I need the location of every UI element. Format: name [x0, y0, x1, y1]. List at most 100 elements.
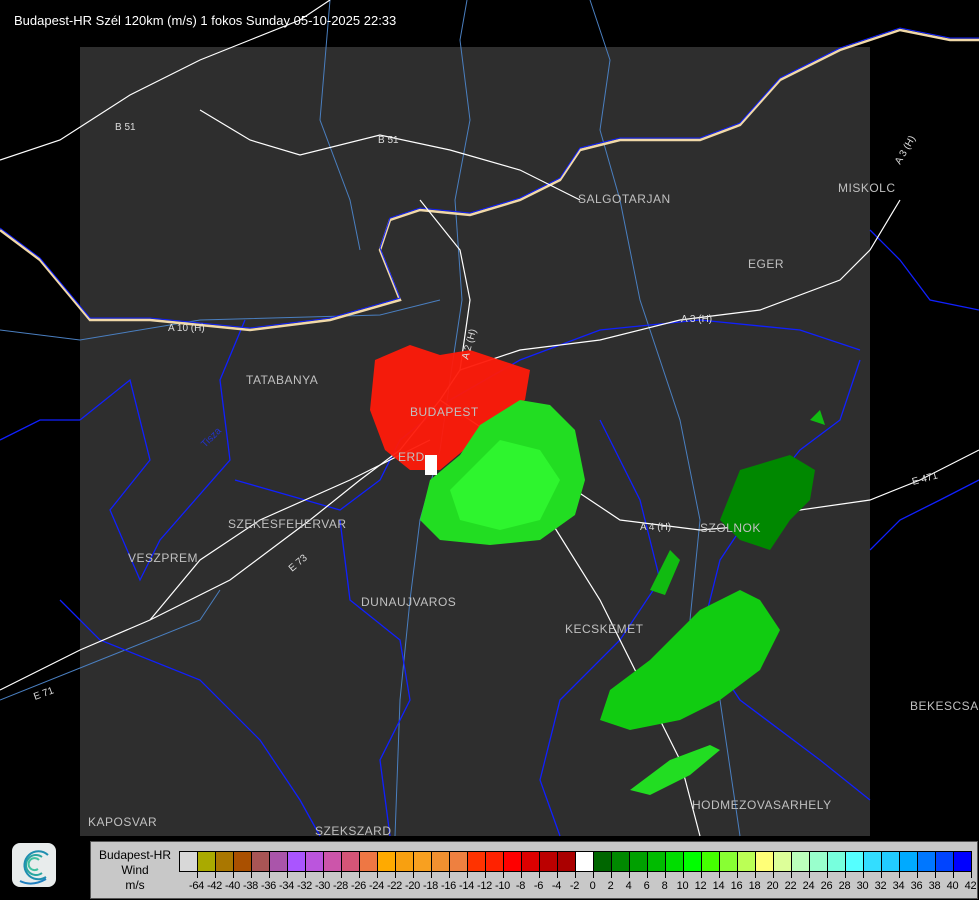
legend-tick-label: -30: [315, 880, 330, 892]
legend-station: Budapest-HR: [98, 848, 172, 862]
legend-tick-label: -12: [477, 880, 492, 892]
city-label: DUNAUJVAROS: [361, 595, 456, 609]
legend-tick-label: -4: [551, 880, 562, 892]
legend-swatch: [468, 852, 486, 871]
legend-tick-mark: [286, 872, 288, 878]
legend-tick-mark: [448, 872, 450, 878]
legend-tick-mark: [520, 872, 522, 878]
legend-tick-label: -24: [369, 880, 384, 892]
legend-swatch: [666, 852, 684, 871]
road-label: B 51: [115, 122, 136, 133]
legend-ticks: -64 -42 -40 -38 -36 -34 -32 -30 -28 -26 -24 -22 -20-…: [179, 872, 979, 898]
legend-tick-mark: [970, 872, 972, 878]
legend-tick-label: 16: [730, 880, 743, 892]
legend-swatch: [342, 852, 360, 871]
echo-receding: [370, 345, 530, 470]
legend-swatch: [918, 852, 936, 871]
legend-tick-mark: [304, 872, 306, 878]
legend-tick-label: -14: [459, 880, 474, 892]
legend-swatch: [288, 852, 306, 871]
legend-swatch: [234, 852, 252, 871]
legend-tick-label: 26: [820, 880, 833, 892]
state-border: [0, 27, 979, 332]
legend-tick-label: 18: [748, 880, 761, 892]
legend-tick-mark: [916, 872, 918, 878]
legend-swatch: [306, 852, 324, 871]
legend-tick-mark: [466, 872, 468, 878]
legend-tick-mark: [826, 872, 828, 878]
legend-tick-label: 22: [784, 880, 797, 892]
legend-unit: m/s: [125, 878, 145, 892]
legend-swatch: [846, 852, 864, 871]
legend-tick-mark: [754, 872, 756, 878]
legend-swatch: [720, 852, 738, 871]
city-label: SZEKSZARD: [315, 824, 392, 838]
legend-tick-mark: [340, 872, 342, 878]
city-label: VESZPREM: [128, 551, 198, 565]
legend-tick-mark: [772, 872, 774, 878]
legend-tick-mark: [412, 872, 414, 878]
legend-swatch: [774, 852, 792, 871]
legend-tick-label: 32: [874, 880, 887, 892]
legend-tick-mark: [394, 872, 396, 878]
legend-tick-label: -32: [297, 880, 312, 892]
legend-tick-mark: [556, 872, 558, 878]
legend-tick-label: 10: [676, 880, 689, 892]
legend-tick-mark: [664, 872, 666, 878]
legend-tick-label: -6: [533, 880, 544, 892]
legend-swatch: [882, 852, 900, 871]
legend-tick-label: -38: [243, 880, 258, 892]
legend-swatch: [936, 852, 954, 871]
legend-swatch: [756, 852, 774, 871]
legend-tick-label: 0: [589, 880, 596, 892]
city-label: HODMEZOVASARHELY: [692, 798, 832, 812]
legend-tick-label: 38: [928, 880, 941, 892]
echo-zero: [425, 455, 437, 475]
legend-swatch: [252, 852, 270, 871]
legend-swatch: [648, 852, 666, 871]
legend-tick-label: 4: [625, 880, 632, 892]
legend-tick-label: 8: [661, 880, 668, 892]
legend-tick-mark: [790, 872, 792, 878]
legend-tick-label: -34: [279, 880, 294, 892]
legend-swatch: [504, 852, 522, 871]
legend-tick-label: 6: [643, 880, 650, 892]
legend-tick-mark: [250, 872, 252, 878]
legend-tick-label: 42: [964, 880, 977, 892]
legend-tick-mark: [808, 872, 810, 878]
legend-tick-mark: [628, 872, 630, 878]
legend-tick-mark: [952, 872, 954, 878]
legend-swatch: [738, 852, 756, 871]
legend-tick-mark: [880, 872, 882, 878]
city-label: BUDAPEST: [410, 405, 479, 419]
legend-swatch: [414, 852, 432, 871]
legend-tick-label: 2: [607, 880, 614, 892]
city-label: SALGOTARJAN: [578, 192, 671, 206]
legend-tick-mark: [574, 872, 576, 878]
legend-tick-mark: [268, 872, 270, 878]
legend-tick-mark: [844, 872, 846, 878]
echo-south: [630, 745, 720, 795]
echo-kecskemet: [600, 590, 780, 730]
echo-fragment: [650, 550, 680, 595]
city-label: KECSKEMET: [565, 622, 644, 636]
echo-fragment: [810, 410, 825, 425]
legend-tick-label: -16: [441, 880, 456, 892]
logo: [12, 843, 56, 887]
legend-tick-mark: [484, 872, 486, 878]
radar-echoes: [370, 345, 825, 795]
legend-tick-label: 40: [946, 880, 959, 892]
legend-tick-label: -64: [189, 880, 204, 892]
legend-tick-mark: [592, 872, 594, 878]
city-label: MISKOLC: [838, 181, 896, 195]
legend-swatch: [612, 852, 630, 871]
legend-tick-label: -22: [387, 880, 402, 892]
legend-color-scale: [179, 851, 972, 872]
legend-tick-label: -42: [207, 880, 222, 892]
legend-swatch: [900, 852, 918, 871]
legend-swatch: [198, 852, 216, 871]
legend-tick-label: 36: [910, 880, 923, 892]
legend-tick-label: 20: [766, 880, 779, 892]
legend-swatch: [954, 852, 971, 871]
